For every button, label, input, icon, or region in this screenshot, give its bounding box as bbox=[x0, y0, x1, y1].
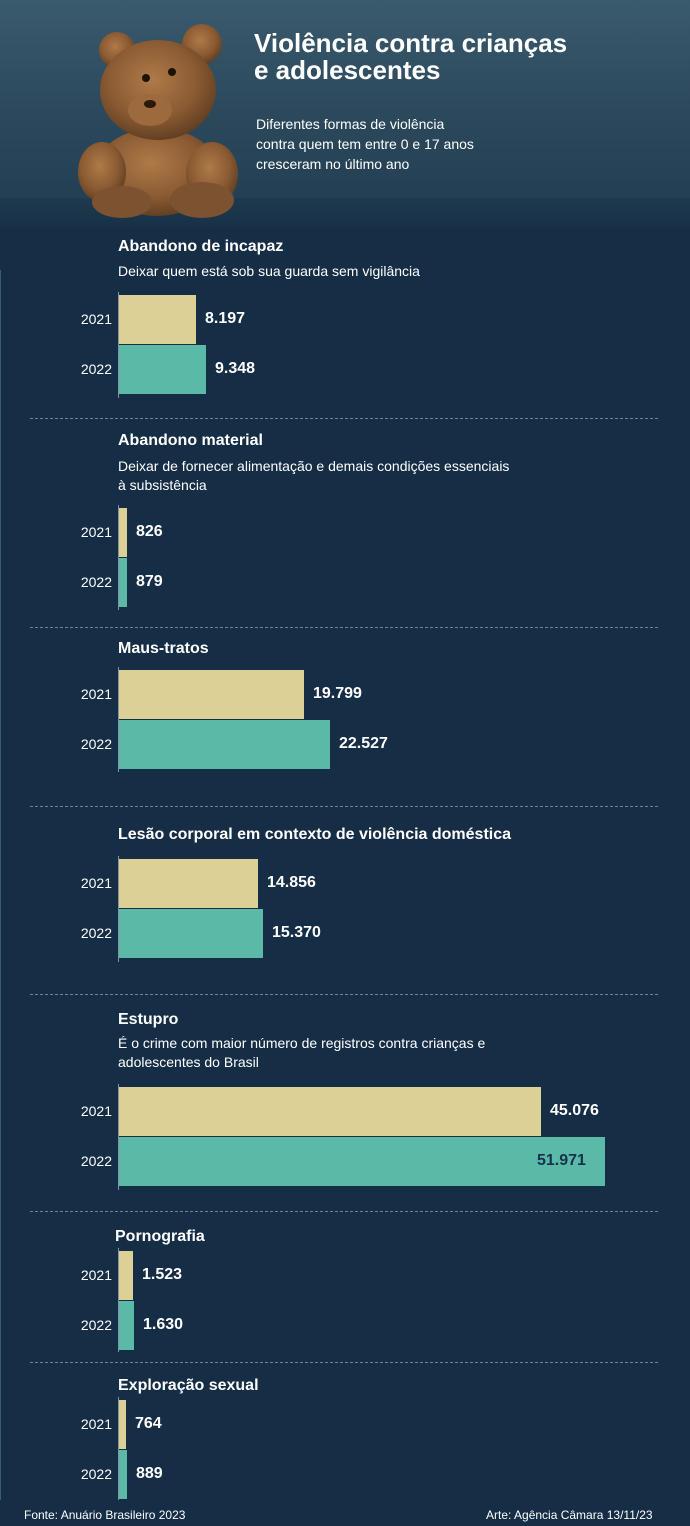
value-label: 8.197 bbox=[205, 310, 246, 327]
section-title: Abandono material bbox=[118, 432, 263, 449]
section-divider bbox=[30, 1211, 658, 1212]
bar-2022 bbox=[119, 909, 263, 958]
section-description-line: É o crime com maior número de registros … bbox=[118, 1035, 486, 1051]
bar-2021 bbox=[119, 1087, 541, 1136]
section-title: Abandono de incapaz bbox=[118, 238, 284, 255]
section-divider bbox=[30, 1362, 658, 1363]
section-description-line: Deixar de fornecer alimentação e demais … bbox=[118, 458, 510, 474]
value-label: 45.076 bbox=[550, 1102, 599, 1119]
year-label-2021: 2021 bbox=[80, 524, 112, 540]
subtitle-line-3: cresceram no último ano bbox=[256, 156, 410, 172]
section-description-line: Deixar quem está sob sua guarda sem vigi… bbox=[118, 263, 420, 279]
year-label-2021: 2021 bbox=[80, 1103, 112, 1119]
bar-2022 bbox=[119, 1450, 127, 1499]
section-divider bbox=[30, 418, 658, 419]
year-label-2022: 2022 bbox=[80, 1317, 112, 1333]
value-label: 9.348 bbox=[215, 360, 256, 377]
year-label-2021: 2021 bbox=[80, 686, 112, 702]
bar-axis bbox=[118, 505, 119, 610]
bar-2022 bbox=[119, 1137, 605, 1186]
year-label-2021: 2021 bbox=[80, 311, 112, 327]
bar-axis bbox=[118, 1248, 119, 1352]
value-label: 19.799 bbox=[313, 685, 362, 702]
value-label: 826 bbox=[136, 523, 163, 540]
bar-axis bbox=[118, 292, 119, 398]
year-label-2022: 2022 bbox=[80, 736, 112, 752]
section-description: Deixar quem está sob sua guarda sem vigi… bbox=[118, 262, 568, 281]
bar-2021 bbox=[119, 670, 304, 719]
section-description: Deixar de fornecer alimentação e demais … bbox=[118, 457, 568, 495]
footer-source: Fonte: Anuário Brasileiro 2023 bbox=[24, 1508, 186, 1522]
section-divider bbox=[30, 627, 658, 628]
section-divider bbox=[30, 994, 658, 995]
bar-2021 bbox=[119, 508, 127, 557]
year-label-2022: 2022 bbox=[80, 361, 112, 377]
bar-2022 bbox=[119, 1301, 134, 1350]
bar-2021 bbox=[119, 295, 196, 344]
year-label-2022: 2022 bbox=[80, 1466, 112, 1482]
bar-axis bbox=[118, 1084, 119, 1190]
bar-2022 bbox=[119, 345, 206, 394]
value-label: 22.527 bbox=[339, 735, 388, 752]
year-label-2021: 2021 bbox=[80, 875, 112, 891]
value-label: 879 bbox=[136, 573, 163, 590]
year-label-2022: 2022 bbox=[80, 925, 112, 941]
teddy-bear-illustration bbox=[78, 24, 238, 218]
subtitle-line-2: contra quem tem entre 0 e 17 anos bbox=[256, 136, 474, 152]
value-label: 51.971 bbox=[537, 1152, 586, 1169]
section-title: Estupro bbox=[118, 1011, 179, 1028]
title-line-1: Violência contra crianças bbox=[254, 28, 568, 58]
section-description-line: à subsistência bbox=[118, 477, 207, 493]
subtitle-line-1: Diferentes formas de violência bbox=[256, 116, 445, 132]
bar-2022 bbox=[119, 558, 127, 607]
value-label: 14.856 bbox=[267, 874, 316, 891]
value-label: 1.523 bbox=[142, 1266, 183, 1283]
year-label-2022: 2022 bbox=[80, 574, 112, 590]
bar-2021 bbox=[119, 859, 258, 908]
year-label-2021: 2021 bbox=[80, 1416, 112, 1432]
year-label-2022: 2022 bbox=[80, 1153, 112, 1169]
title-line-2: e adolescentes bbox=[254, 55, 441, 85]
section-title: Maus-tratos bbox=[118, 640, 209, 657]
section-title: Lesão corporal em contexto de violência … bbox=[118, 826, 512, 843]
value-label: 1.630 bbox=[143, 1316, 184, 1333]
value-label: 764 bbox=[135, 1415, 162, 1432]
bar-axis bbox=[118, 856, 119, 962]
bar-2021 bbox=[119, 1251, 133, 1300]
page-title: Violência contra crianças e adolescentes bbox=[254, 30, 674, 84]
bar-axis bbox=[118, 667, 119, 772]
bar-2021 bbox=[119, 1400, 126, 1449]
left-edge-line bbox=[0, 270, 1, 1500]
bar-2022 bbox=[119, 720, 330, 769]
section-divider bbox=[30, 806, 658, 807]
value-label: 15.370 bbox=[272, 924, 321, 941]
section-title: Exploração sexual bbox=[118, 1377, 259, 1394]
section-title: Pornografia bbox=[115, 1228, 205, 1245]
year-label-2021: 2021 bbox=[80, 1267, 112, 1283]
header-banner: Violência contra crianças e adolescentes… bbox=[0, 0, 690, 228]
section-description: É o crime com maior número de registros … bbox=[118, 1034, 568, 1072]
section-description-line: adolescentes do Brasil bbox=[118, 1054, 259, 1070]
bar-axis bbox=[118, 1397, 119, 1500]
value-label: 889 bbox=[136, 1465, 163, 1482]
footer-credit: Arte: Agência Câmara 13/11/23 bbox=[486, 1508, 653, 1522]
page-subtitle: Diferentes formas de violência contra qu… bbox=[256, 114, 536, 174]
